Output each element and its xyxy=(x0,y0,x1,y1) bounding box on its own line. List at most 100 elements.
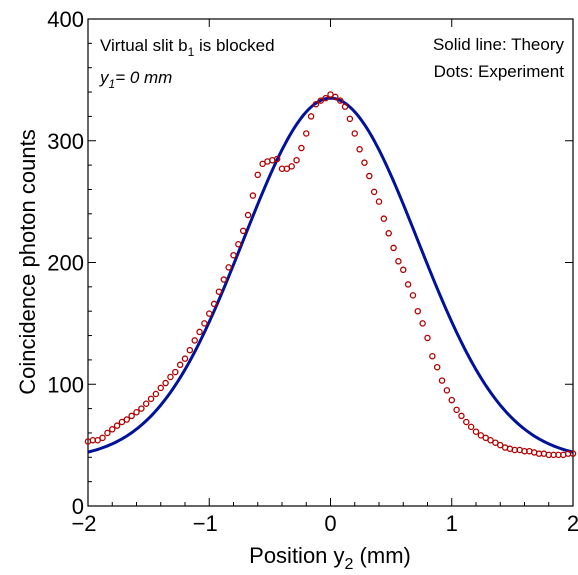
annotation-slit-sub: 1 xyxy=(188,45,195,59)
data-point xyxy=(492,439,499,446)
data-point xyxy=(327,91,334,98)
data-point xyxy=(123,416,131,423)
data-point xyxy=(201,320,208,327)
data-point xyxy=(482,434,489,442)
annotation-y1: y1= 0 mm xyxy=(99,68,172,91)
x-tick-label: 2 xyxy=(567,511,578,536)
data-point xyxy=(239,227,247,235)
data-point xyxy=(138,405,145,412)
data-point xyxy=(419,320,426,327)
data-point xyxy=(370,188,378,196)
data-point xyxy=(496,441,504,449)
data-point xyxy=(336,97,344,104)
data-point xyxy=(181,355,189,362)
data-point xyxy=(254,171,261,179)
data-point xyxy=(429,352,436,360)
data-point xyxy=(210,300,218,308)
y-tick-label: 200 xyxy=(47,251,84,276)
data-point xyxy=(157,384,164,392)
y-axis-title: Coincidence photon counts xyxy=(15,129,40,394)
data-point xyxy=(443,387,451,394)
annotation-y1-rest: = 0 mm xyxy=(115,68,172,87)
data-point xyxy=(298,144,305,152)
data-point xyxy=(366,172,373,180)
data-point xyxy=(196,328,203,336)
data-point xyxy=(399,266,407,274)
data-point xyxy=(293,156,300,164)
x-tick-label: 0 xyxy=(324,511,336,536)
data-point xyxy=(385,230,392,237)
data-point xyxy=(438,377,446,384)
data-point xyxy=(424,334,431,342)
data-point xyxy=(99,434,106,442)
data-point xyxy=(467,423,475,431)
data-point xyxy=(380,215,388,222)
data-point xyxy=(433,363,441,371)
data-point xyxy=(104,429,111,437)
data-point xyxy=(448,396,455,404)
data-point xyxy=(463,418,470,426)
data-point xyxy=(409,292,417,299)
data-point xyxy=(332,93,339,101)
x-axis-title-main: Position y xyxy=(249,543,344,568)
y-axis-ticks: 0 100 200 300 400 xyxy=(47,7,573,519)
annotation-slit: Virtual slit b1 is blocked xyxy=(100,36,275,59)
data-point xyxy=(317,97,325,104)
data-point xyxy=(351,130,358,137)
experiment-points xyxy=(84,91,577,459)
data-point xyxy=(259,160,266,168)
x-tick-label: −1 xyxy=(193,511,218,536)
data-point xyxy=(109,426,116,433)
data-point xyxy=(302,130,310,137)
data-point xyxy=(113,422,121,429)
data-point xyxy=(133,409,140,416)
annotation-y1-sub: 1 xyxy=(109,77,116,91)
data-point xyxy=(569,450,577,457)
theory-curve xyxy=(87,96,574,454)
data-point xyxy=(230,251,237,259)
data-point xyxy=(375,198,383,205)
x-axis-ticks: −2 −1 0 1 2 xyxy=(71,19,578,536)
data-point xyxy=(235,240,242,248)
data-point xyxy=(390,244,397,252)
legend-theory: Solid line: Theory xyxy=(433,35,565,54)
data-point xyxy=(176,361,184,369)
data-point xyxy=(487,437,494,444)
data-point xyxy=(322,94,329,102)
data-point xyxy=(472,428,480,435)
data-point xyxy=(142,400,150,407)
x-axis-title: Position y2 (mm) xyxy=(249,543,411,573)
data-point xyxy=(225,264,232,271)
data-point xyxy=(220,276,228,283)
data-point xyxy=(341,103,349,110)
data-point xyxy=(283,165,291,173)
data-point xyxy=(346,115,354,123)
legend-experiment: Dots: Experiment xyxy=(434,62,565,81)
data-point xyxy=(162,379,169,387)
annotation-slit-rest: is blocked xyxy=(194,36,274,55)
y-tick-label: 400 xyxy=(47,7,84,32)
data-point xyxy=(147,395,155,403)
annotation-y1-main: y xyxy=(99,68,110,87)
data-point xyxy=(414,307,422,315)
data-point xyxy=(152,390,160,398)
data-point xyxy=(312,100,320,108)
data-point xyxy=(273,155,281,163)
data-point xyxy=(186,346,194,354)
data-point xyxy=(249,192,257,199)
y-tick-label: 100 xyxy=(47,372,84,397)
x-axis-title-sub: 2 xyxy=(345,556,354,573)
data-point xyxy=(477,432,485,439)
data-point xyxy=(205,310,213,317)
data-point xyxy=(453,406,460,414)
data-point xyxy=(191,337,198,344)
data-point xyxy=(307,113,315,120)
data-point xyxy=(404,281,412,288)
x-tick-label: 1 xyxy=(446,511,458,536)
data-point xyxy=(118,418,126,426)
data-point xyxy=(172,368,179,376)
y-tick-label: 0 xyxy=(72,494,84,519)
data-point xyxy=(361,159,368,166)
x-tick-label: −2 xyxy=(71,511,96,536)
